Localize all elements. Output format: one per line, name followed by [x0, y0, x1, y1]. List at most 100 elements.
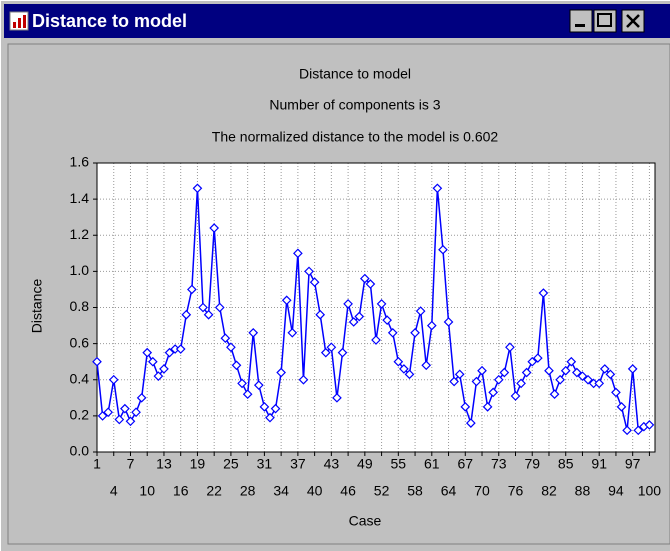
x-tick-label: 31 — [257, 456, 273, 472]
y-tick-label: 0.8 — [70, 298, 90, 314]
plot-border — [96, 162, 656, 453]
data-point — [399, 364, 409, 374]
chart-subtitle: The normalized distance to the model is … — [212, 129, 499, 145]
data-point — [460, 401, 471, 412]
data-point — [237, 378, 247, 389]
window-title: Distance to model — [32, 11, 187, 31]
data-point — [371, 335, 381, 345]
data-point — [103, 407, 114, 418]
data-line — [96, 188, 650, 432]
x-tick-label: 22 — [206, 483, 222, 499]
x-tick-label: 88 — [575, 483, 591, 499]
chart-subtitle: Number of components is 3 — [269, 97, 440, 113]
data-point — [343, 299, 353, 309]
data-point — [114, 414, 125, 425]
window-icon — [9, 11, 29, 31]
data-point — [616, 401, 627, 412]
x-tick-label: 49 — [357, 456, 373, 472]
data-point — [120, 403, 130, 414]
y-tick-label: 0.6 — [70, 334, 90, 350]
data-point — [153, 371, 164, 381]
data-point — [242, 389, 253, 400]
data-point — [415, 306, 426, 316]
data-point — [599, 364, 610, 374]
x-tick-label: 13 — [156, 456, 172, 472]
x-tick-label: 76 — [508, 483, 524, 499]
y-tick-label: 1.0 — [70, 262, 90, 278]
data-point — [454, 369, 465, 380]
data-point — [376, 299, 387, 309]
x-tick-label: 19 — [190, 456, 206, 472]
x-tick-label: 46 — [340, 483, 356, 499]
data-point — [594, 378, 605, 389]
y-tick-label: 1.6 — [70, 154, 90, 170]
data-point — [337, 347, 348, 358]
data-point — [560, 365, 571, 376]
data-point — [231, 360, 242, 371]
data-point — [499, 367, 510, 378]
data-point — [538, 288, 549, 298]
maximize-button[interactable] — [593, 9, 617, 33]
data-point — [354, 311, 365, 322]
data-point — [332, 392, 342, 403]
data-point — [633, 425, 644, 436]
x-tick-label: 52 — [374, 483, 390, 499]
data-point — [209, 223, 220, 233]
data-point — [181, 309, 192, 320]
x-tick-label: 16 — [173, 483, 189, 499]
data-point — [248, 327, 259, 338]
title-bar — [4, 4, 670, 38]
data-point — [187, 284, 197, 295]
data-point — [320, 347, 331, 358]
data-point — [382, 315, 393, 325]
data-point — [471, 376, 482, 387]
data-point — [136, 392, 147, 403]
data-point — [359, 273, 370, 284]
data-point — [572, 367, 582, 378]
y-tick-label: 0.0 — [70, 443, 90, 459]
x-tick-label: 28 — [240, 483, 256, 499]
data-point — [276, 367, 286, 378]
data-point — [125, 416, 136, 427]
data-point — [583, 374, 593, 385]
close-button[interactable] — [621, 9, 645, 33]
data-point — [443, 317, 454, 327]
chart-title: Distance to model — [299, 66, 411, 82]
data-point — [281, 295, 292, 306]
data-point — [432, 183, 443, 194]
x-tick-label: 4 — [110, 483, 118, 499]
data-point — [108, 374, 119, 385]
x-tick-label: 34 — [273, 483, 289, 499]
x-tick-label: 85 — [558, 456, 574, 472]
x-tick-label: 70 — [474, 483, 490, 499]
data-point — [421, 360, 432, 371]
data-point — [449, 376, 459, 387]
x-tick-label: 73 — [491, 456, 507, 472]
x-tick-label: 100 — [638, 483, 662, 499]
data-point — [493, 374, 504, 385]
x-axis-label: Case — [349, 513, 382, 529]
data-point — [532, 353, 543, 363]
data-point — [482, 401, 493, 412]
data-point — [488, 387, 499, 398]
data-point — [521, 367, 532, 378]
data-point — [549, 389, 560, 400]
data-point — [293, 248, 303, 259]
data-point — [644, 420, 655, 430]
x-tick-label: 64 — [441, 483, 457, 499]
y-tick-label: 0.2 — [70, 407, 90, 423]
x-tick-label: 1 — [93, 456, 101, 472]
data-point — [426, 320, 437, 331]
data-point — [555, 374, 565, 385]
x-tick-label: 67 — [457, 456, 473, 472]
x-tick-label: 82 — [541, 483, 557, 499]
data-point — [147, 356, 158, 367]
x-tick-label: 91 — [591, 456, 607, 472]
x-tick-label: 94 — [608, 483, 624, 499]
x-tick-label: 97 — [625, 456, 641, 472]
y-tick-label: 0.4 — [70, 370, 90, 386]
data-point — [287, 327, 298, 338]
x-tick-label: 79 — [524, 456, 540, 472]
minimize-button[interactable] — [569, 9, 593, 33]
